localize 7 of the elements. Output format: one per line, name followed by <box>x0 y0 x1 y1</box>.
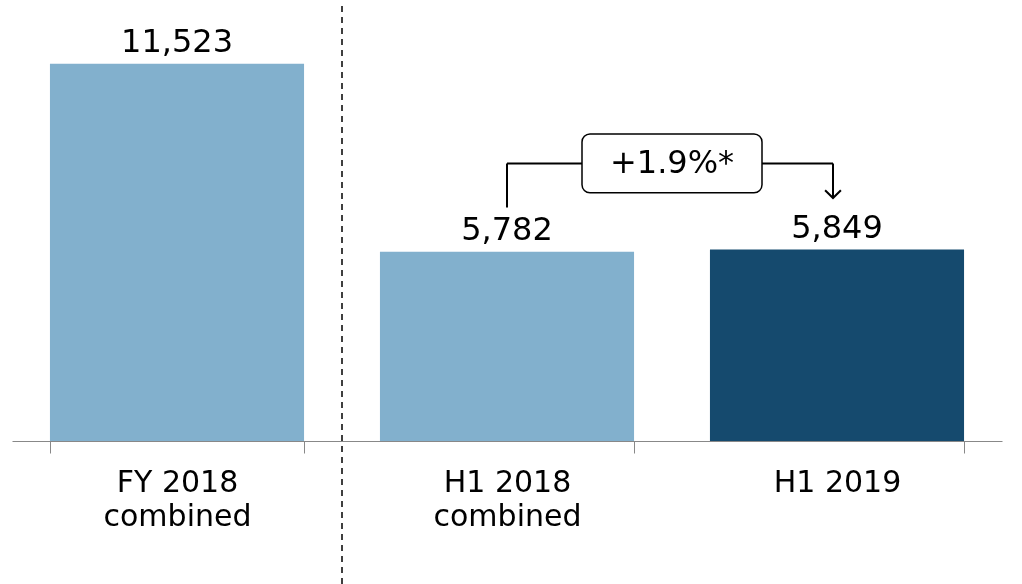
data-label: 5,782 <box>461 209 553 248</box>
data-label: 11,523 <box>121 21 233 60</box>
x-tick-label: H1 2019 <box>773 463 902 499</box>
annotation: +1.9%* <box>609 143 735 182</box>
data-label: 5,849 <box>791 207 883 246</box>
x-tick-label: H1 2018 combined <box>433 463 582 533</box>
x-tick-label: FY 2018 combined <box>103 463 252 533</box>
